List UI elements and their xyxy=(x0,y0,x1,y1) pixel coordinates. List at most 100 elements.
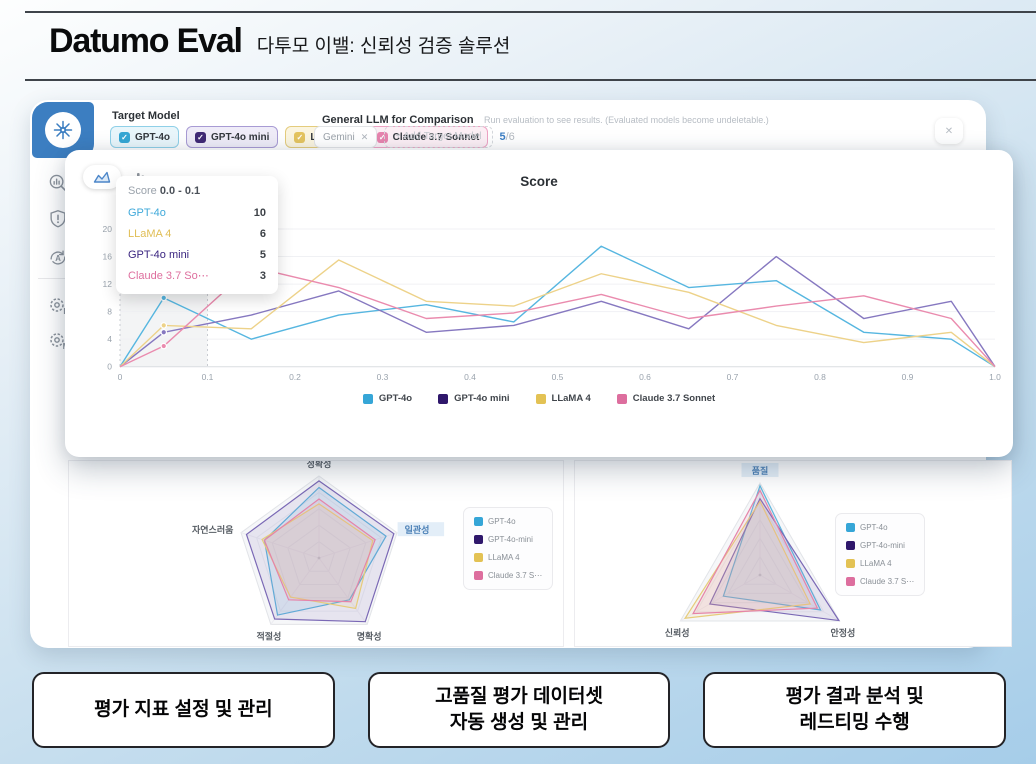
tooltip-series-name: LLaMA 4 xyxy=(128,227,172,240)
tooltip-range: 0.0 - 0.1 xyxy=(159,185,201,197)
sidebar-item-analytics[interactable] xyxy=(47,170,71,196)
tooltip-series-value: 6 xyxy=(259,227,266,240)
legend-item-gpt-4o-mini[interactable]: GPT-4o-mini xyxy=(846,541,914,550)
svg-text:12: 12 xyxy=(103,279,113,289)
app-logo-tile[interactable] xyxy=(32,102,94,158)
tooltip-series-value: 3 xyxy=(259,269,266,282)
auto-translate-icon: A xyxy=(50,250,66,265)
svg-text:자연스러움: 자연스러움 xyxy=(192,524,233,535)
svg-text:정확성: 정확성 xyxy=(307,461,332,469)
feature-card-text: 고품질 평가 데이터셋 xyxy=(435,685,603,707)
legend-label: GPT-4o xyxy=(488,517,516,526)
legend-item-llama-4[interactable]: LLaMA 4 xyxy=(474,553,542,562)
legend-swatch xyxy=(362,393,373,404)
svg-text:20: 20 xyxy=(103,224,113,234)
chart-legend: GPT-4o GPT-4o mini LLaMA 4 Claude 3.7 Sonne… xyxy=(65,393,1013,404)
legend-item-llama-4[interactable]: LLaMA 4 xyxy=(846,559,914,568)
legend-label: GPT-4o-mini xyxy=(860,541,905,550)
svg-text:일관성: 일관성 xyxy=(405,524,430,535)
analytics-search-icon xyxy=(49,174,67,192)
triangle-radar-legend: GPT-4o GPT-4o-mini LLaMA 4 Claude 3.7 S⋯ xyxy=(835,513,926,596)
close-button[interactable]: ✕ xyxy=(935,118,963,144)
svg-text:신뢰성: 신뢰성 xyxy=(665,627,690,638)
header-rule-top xyxy=(25,11,1036,13)
sidebar-item-safety[interactable] xyxy=(47,206,71,232)
legend-label: LLaMA 4 xyxy=(488,553,520,562)
comparison-model-name: Gemini xyxy=(323,131,355,143)
legend-swatch xyxy=(474,553,483,562)
tooltip-series-name: GPT-4o mini xyxy=(128,248,190,261)
pentagon-radar-legend: GPT-4o GPT-4o-mini LLaMA 4 Claude 3.7 S⋯ xyxy=(463,507,554,590)
legend-item-gpt-4o-mini[interactable]: GPT-4o mini xyxy=(438,393,510,404)
comparison-label: General LLM for Comparison xyxy=(322,114,474,126)
radar-panel-pentagon: 정확성 일관성 명확성 적절성 자연스러움 GPT-4o GPT-4o-mini LLaMA… xyxy=(68,458,564,647)
legend-swatch xyxy=(846,541,855,550)
shield-alert-icon xyxy=(50,210,66,228)
legend-item-gpt-4o[interactable]: GPT-4o xyxy=(474,517,542,526)
svg-text:16: 16 xyxy=(103,252,113,262)
svg-text:안정성: 안정성 xyxy=(830,627,855,638)
legend-label: GPT-4o-mini xyxy=(488,535,533,544)
legend-label: Claude 3.7 Sonnet xyxy=(632,393,716,404)
model-chip-gpt-4o-mini[interactable]: ✓ GPT-4o mini xyxy=(186,126,279,148)
comparison-model-chip[interactable]: Gemini ✕ xyxy=(314,126,378,148)
legend-swatch xyxy=(846,559,855,568)
model-checkbox[interactable]: ✓ xyxy=(195,131,207,143)
legend-swatch xyxy=(846,523,855,532)
model-checkbox[interactable]: ✓ xyxy=(376,131,388,143)
legend-swatch xyxy=(474,535,483,544)
legend-item-gpt-4o[interactable]: GPT-4o xyxy=(846,523,914,532)
svg-text:0.3: 0.3 xyxy=(377,372,389,382)
tooltip-series-name: Claude 3.7 So⋯ xyxy=(128,270,209,282)
svg-text:A: A xyxy=(55,254,61,263)
legend-label: Claude 3.7 S⋯ xyxy=(488,571,543,580)
legend-label: GPT-4o xyxy=(860,523,888,532)
svg-text:0: 0 xyxy=(107,362,112,372)
legend-swatch xyxy=(438,393,449,404)
model-chip-gpt-4o[interactable]: ✓ GPT-4o xyxy=(110,126,180,148)
svg-text:0.2: 0.2 xyxy=(289,372,301,382)
legend-item-llama-4[interactable]: LLaMA 4 xyxy=(535,393,591,404)
legend-item-claude-3-7-s[interactable]: Claude 3.7 S⋯ xyxy=(474,571,542,580)
model-checkbox[interactable]: ✓ xyxy=(294,131,306,143)
legend-label: GPT-4o mini xyxy=(454,393,510,404)
legend-label: Claude 3.7 S⋯ xyxy=(860,577,915,586)
line-view-toggle[interactable] xyxy=(83,165,121,189)
tooltip-header: Score 0.0 - 0.1 xyxy=(128,185,266,197)
sidebar-item-auto-generation[interactable]: A xyxy=(47,245,71,271)
svg-text:0.5: 0.5 xyxy=(552,372,564,382)
feature-card-text: 레드티밍 수행 xyxy=(799,712,910,733)
legend-item-claude-3-7-s[interactable]: Claude 3.7 S⋯ xyxy=(846,577,914,586)
model-chip-label: GPT-4o xyxy=(135,131,171,143)
feature-card-1: 평가 지표 설정 및 관리 xyxy=(32,672,335,748)
add-target-model-button[interactable]: + Add Target Model xyxy=(384,126,493,148)
legend-swatch xyxy=(535,393,546,404)
tooltip-series-value: 5 xyxy=(259,248,266,261)
model-count: 5/6 xyxy=(500,131,515,143)
legend-item-claude-3-7-sonnet[interactable]: Claude 3.7 Sonnet xyxy=(616,393,716,404)
close-icon: ✕ xyxy=(944,125,954,137)
comparison-header: General LLM for Comparison Run evaluatio… xyxy=(322,110,769,128)
feature-cards: 평가 지표 설정 및 관리 고품질 평가 데이터셋 자동 생성 및 관리 평가 결과 … xyxy=(32,672,1007,748)
legend-item-gpt-4o[interactable]: GPT-4o xyxy=(362,393,413,404)
radar-panel-triangle: 품질 안정성 신뢰성 GPT-4o GPT-4o-mini LLaMA 4 Claude … xyxy=(574,460,1012,647)
network-logo-icon xyxy=(45,112,81,148)
line-chart-icon xyxy=(93,171,111,183)
model-checkbox[interactable]: ✓ xyxy=(119,131,130,143)
chart-tooltip: Score 0.0 - 0.1 GPT-4o 10 LLaMA 4 6 GPT-4o m… xyxy=(116,176,278,294)
tooltip-row-claude-3-7-so: Claude 3.7 So⋯ 3 xyxy=(128,265,266,286)
tooltip-row-llama-4: LLaMA 4 6 xyxy=(128,223,266,244)
legend-item-gpt-4o-mini[interactable]: GPT-4o-mini xyxy=(474,535,542,544)
remove-model-icon[interactable]: ✕ xyxy=(360,131,369,142)
tooltip-series-value: 10 xyxy=(253,206,266,219)
feature-card-text: 자동 생성 및 관리 xyxy=(449,712,589,733)
svg-text:명확성: 명확성 xyxy=(357,630,382,641)
target-model-label: Target Model xyxy=(112,110,180,122)
svg-text:0.6: 0.6 xyxy=(639,372,651,382)
tooltip-row-gpt-4o-mini: GPT-4o mini 5 xyxy=(128,244,266,265)
legend-label: LLaMA 4 xyxy=(860,559,892,568)
legend-label: GPT-4o xyxy=(378,393,413,404)
legend-swatch xyxy=(846,577,855,586)
